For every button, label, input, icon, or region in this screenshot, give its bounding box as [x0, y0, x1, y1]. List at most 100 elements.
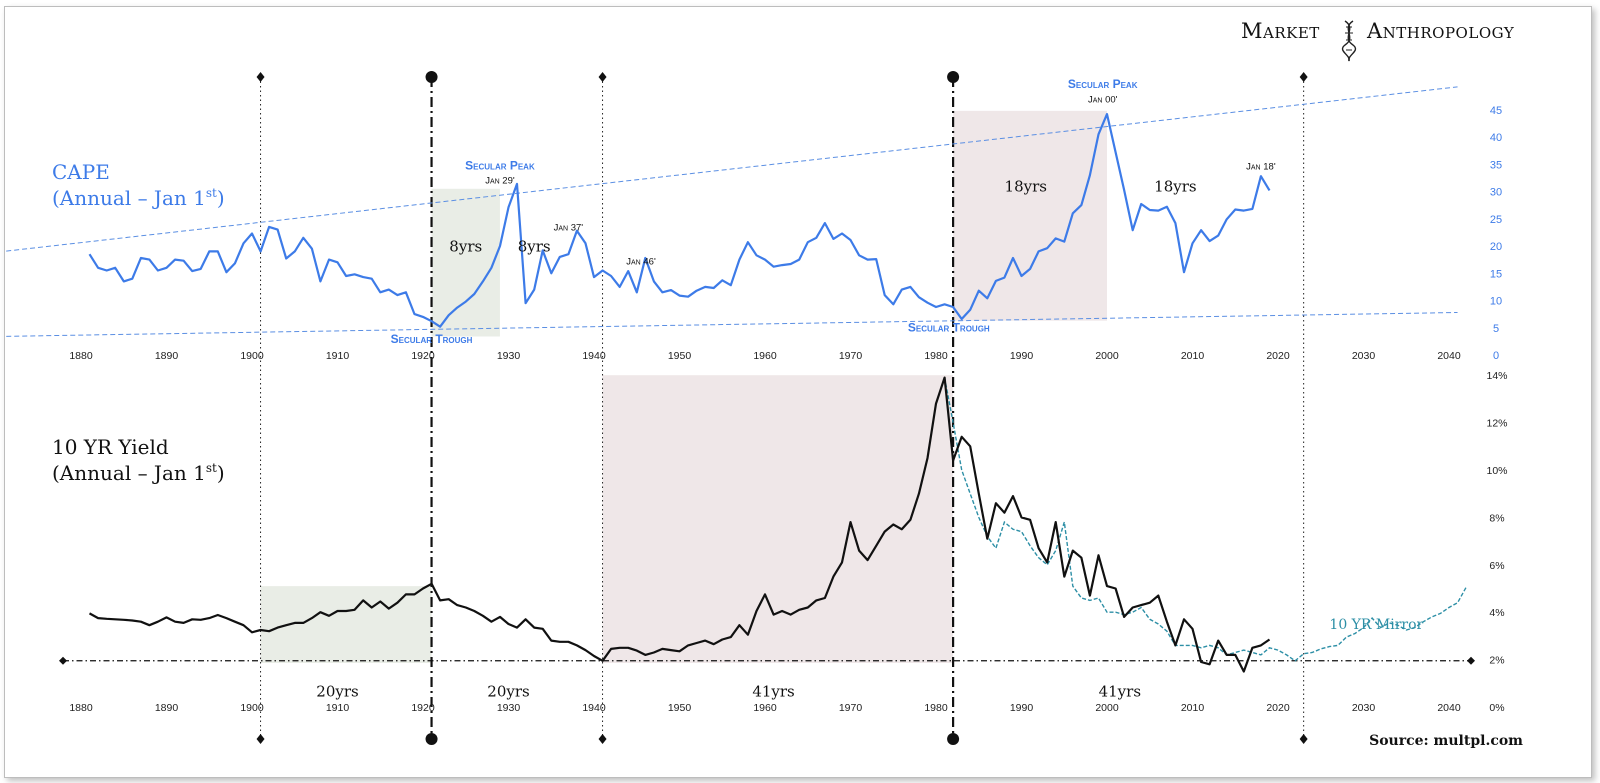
- cape-annotation-0: Secular Peak: [465, 159, 535, 173]
- cape-x-tick-1940: 1940: [582, 350, 606, 362]
- cape-x-tick-1970: 1970: [839, 350, 863, 362]
- cape-annotation-5: Jan 00': [1088, 95, 1118, 106]
- cape-x-tick-2030: 2030: [1352, 350, 1376, 362]
- yield-x-tick-1920: 1920: [411, 702, 435, 714]
- vline-bottom-diamond-2023: [1299, 734, 1308, 744]
- cape-y-tick-45: 45: [1490, 105, 1502, 117]
- cape-title: CAPE: [52, 160, 110, 184]
- yield-x-tick-1950: 1950: [668, 702, 692, 714]
- dna-helix-icon: [1341, 20, 1357, 62]
- brand-market: Market: [1241, 19, 1320, 43]
- yield-annotation-2: 41yrs: [752, 682, 794, 700]
- chart-frame: 1880 1890 1900 1910 1920 1930 1940 1950 1960 1970…: [4, 6, 1592, 778]
- cape-x-tick-2020: 2020: [1266, 350, 1290, 362]
- axes-layer: 1880 1890 1900 1910 1920 1930 1940 1950 1960 1970…: [69, 105, 1507, 714]
- yield-shade-1: [602, 375, 954, 663]
- cape-annotation-4: Secular Peak: [1068, 77, 1138, 91]
- chart-canvas: 1880 1890 1900 1910 1920 1930 1940 1950 1960 1970…: [5, 19, 1523, 749]
- yield-annotation-3: 41yrs: [1099, 682, 1141, 700]
- baseline-left-diamond: [59, 656, 67, 665]
- cape-annotation-9: 8yrs: [449, 237, 482, 255]
- cape-x-tick-1880: 1880: [69, 350, 93, 362]
- cape-lower-trendline: [5, 311, 1458, 337]
- yield-x-tick-2010: 2010: [1181, 702, 1205, 714]
- cape-x-tick-1910: 1910: [326, 350, 350, 362]
- yield-title: 10 YR Yield: [52, 435, 169, 459]
- cape-x-tick-2000: 2000: [1095, 350, 1119, 362]
- vertical-marker-lines: [256, 71, 1308, 745]
- cape-series-line: [88, 112, 1271, 328]
- vline-bottom-dot-1982: [947, 733, 960, 745]
- yield-annotation-1: 20yrs: [487, 682, 529, 700]
- yield-x-tick-1960: 1960: [753, 702, 777, 714]
- cape-annotation-3: Jan 46': [626, 257, 656, 268]
- baseline-layer: [59, 656, 1475, 665]
- baseline-right-diamond: [1467, 656, 1475, 665]
- vline-top-dot-1982: [947, 71, 960, 83]
- mirror-series-line: [943, 377, 1467, 662]
- trend-lines: [5, 86, 1458, 337]
- yield-x-tick-2000: 2000: [1095, 702, 1119, 714]
- cape-x-tick-2040: 2040: [1437, 350, 1461, 362]
- cape-x-tick-1960: 1960: [753, 350, 777, 362]
- yield-x-tick-1970: 1970: [839, 702, 863, 714]
- cape-x-tick-1890: 1890: [155, 350, 179, 362]
- yield-x-tick-1910: 1910: [326, 702, 350, 714]
- yield-y-tick-14pct: 14%: [1486, 370, 1507, 382]
- yield-x-tick-1900: 1900: [240, 702, 264, 714]
- cape-x-tick-1900: 1900: [240, 350, 264, 362]
- cape-x-tick-1920: 1920: [411, 350, 435, 362]
- yield-annotation-4: 10 YR Mirror: [1329, 617, 1423, 633]
- yield-x-tick-1880: 1880: [69, 702, 93, 714]
- cape-annotation-7: Secular Trough: [391, 332, 473, 346]
- vline-bottom-dot-1921: [425, 733, 438, 745]
- cape-shade-0: [431, 188, 500, 337]
- vline-bottom-diamond-1941: [598, 734, 607, 744]
- yield-y-tick-0pct: 0%: [1489, 702, 1504, 714]
- cape-annotation-11: 18yrs: [1005, 178, 1047, 196]
- source-label: Source: multpl.com: [1369, 733, 1523, 749]
- cape-y-tick-0: 0: [1493, 350, 1499, 362]
- cape-annotation-2: Jan 37': [554, 223, 584, 234]
- yield-series-line: [88, 376, 1271, 673]
- cape-x-tick-2010: 2010: [1181, 350, 1205, 362]
- cape-y-tick-25: 25: [1490, 214, 1502, 226]
- cape-y-tick-20: 20: [1490, 241, 1502, 253]
- series-layer: [88, 112, 1467, 673]
- yield-x-tick-1980: 1980: [924, 702, 948, 714]
- cape-x-tick-1980: 1980: [924, 350, 948, 362]
- vline-top-dot-1921: [425, 71, 438, 83]
- yield-y-tick-10pct: 10%: [1486, 465, 1507, 477]
- vline-top-diamond-1901: [256, 72, 265, 82]
- yield-x-tick-1990: 1990: [1010, 702, 1034, 714]
- annotation-layer: Secular Peak Jan 29' Jan 37' Jan 46' Secular…: [316, 77, 1423, 700]
- vline-bottom-diamond-1901: [256, 734, 265, 744]
- brand-anthropology: Anthropology: [1366, 19, 1515, 43]
- yield-x-tick-2020: 2020: [1266, 702, 1290, 714]
- yield-subtitle: (Annual – Jan 1st): [52, 461, 225, 485]
- cape-x-tick-1950: 1950: [668, 350, 692, 362]
- yield-x-tick-1940: 1940: [582, 702, 606, 714]
- yield-y-tick-2pct: 2%: [1489, 655, 1504, 667]
- cape-y-tick-10: 10: [1490, 296, 1502, 308]
- cape-y-tick-15: 15: [1490, 268, 1502, 280]
- vline-top-diamond-2023: [1299, 72, 1308, 82]
- yield-y-tick-4pct: 4%: [1489, 607, 1504, 619]
- yield-x-tick-2030: 2030: [1352, 702, 1376, 714]
- cape-y-tick-40: 40: [1490, 132, 1502, 144]
- shading-layer: [260, 110, 1107, 663]
- cape-subtitle: (Annual – Jan 1st): [52, 186, 225, 210]
- cape-annotation-1: Jan 29': [485, 175, 515, 186]
- yield-annotation-0: 20yrs: [316, 682, 358, 700]
- vline-top-diamond-1941: [598, 72, 607, 82]
- cape-x-tick-1930: 1930: [497, 350, 521, 362]
- yield-y-tick-12pct: 12%: [1486, 418, 1507, 430]
- cape-y-tick-5: 5: [1493, 323, 1499, 335]
- yield-x-tick-2040: 2040: [1437, 702, 1461, 714]
- cape-annotation-10: 8yrs: [518, 237, 551, 255]
- cape-annotation-6: Jan 18': [1246, 162, 1276, 173]
- cape-shade-1: [953, 110, 1107, 321]
- yield-y-tick-6pct: 6%: [1489, 560, 1504, 572]
- cape-annotation-12: 18yrs: [1154, 178, 1196, 196]
- cape-y-tick-30: 30: [1490, 187, 1502, 199]
